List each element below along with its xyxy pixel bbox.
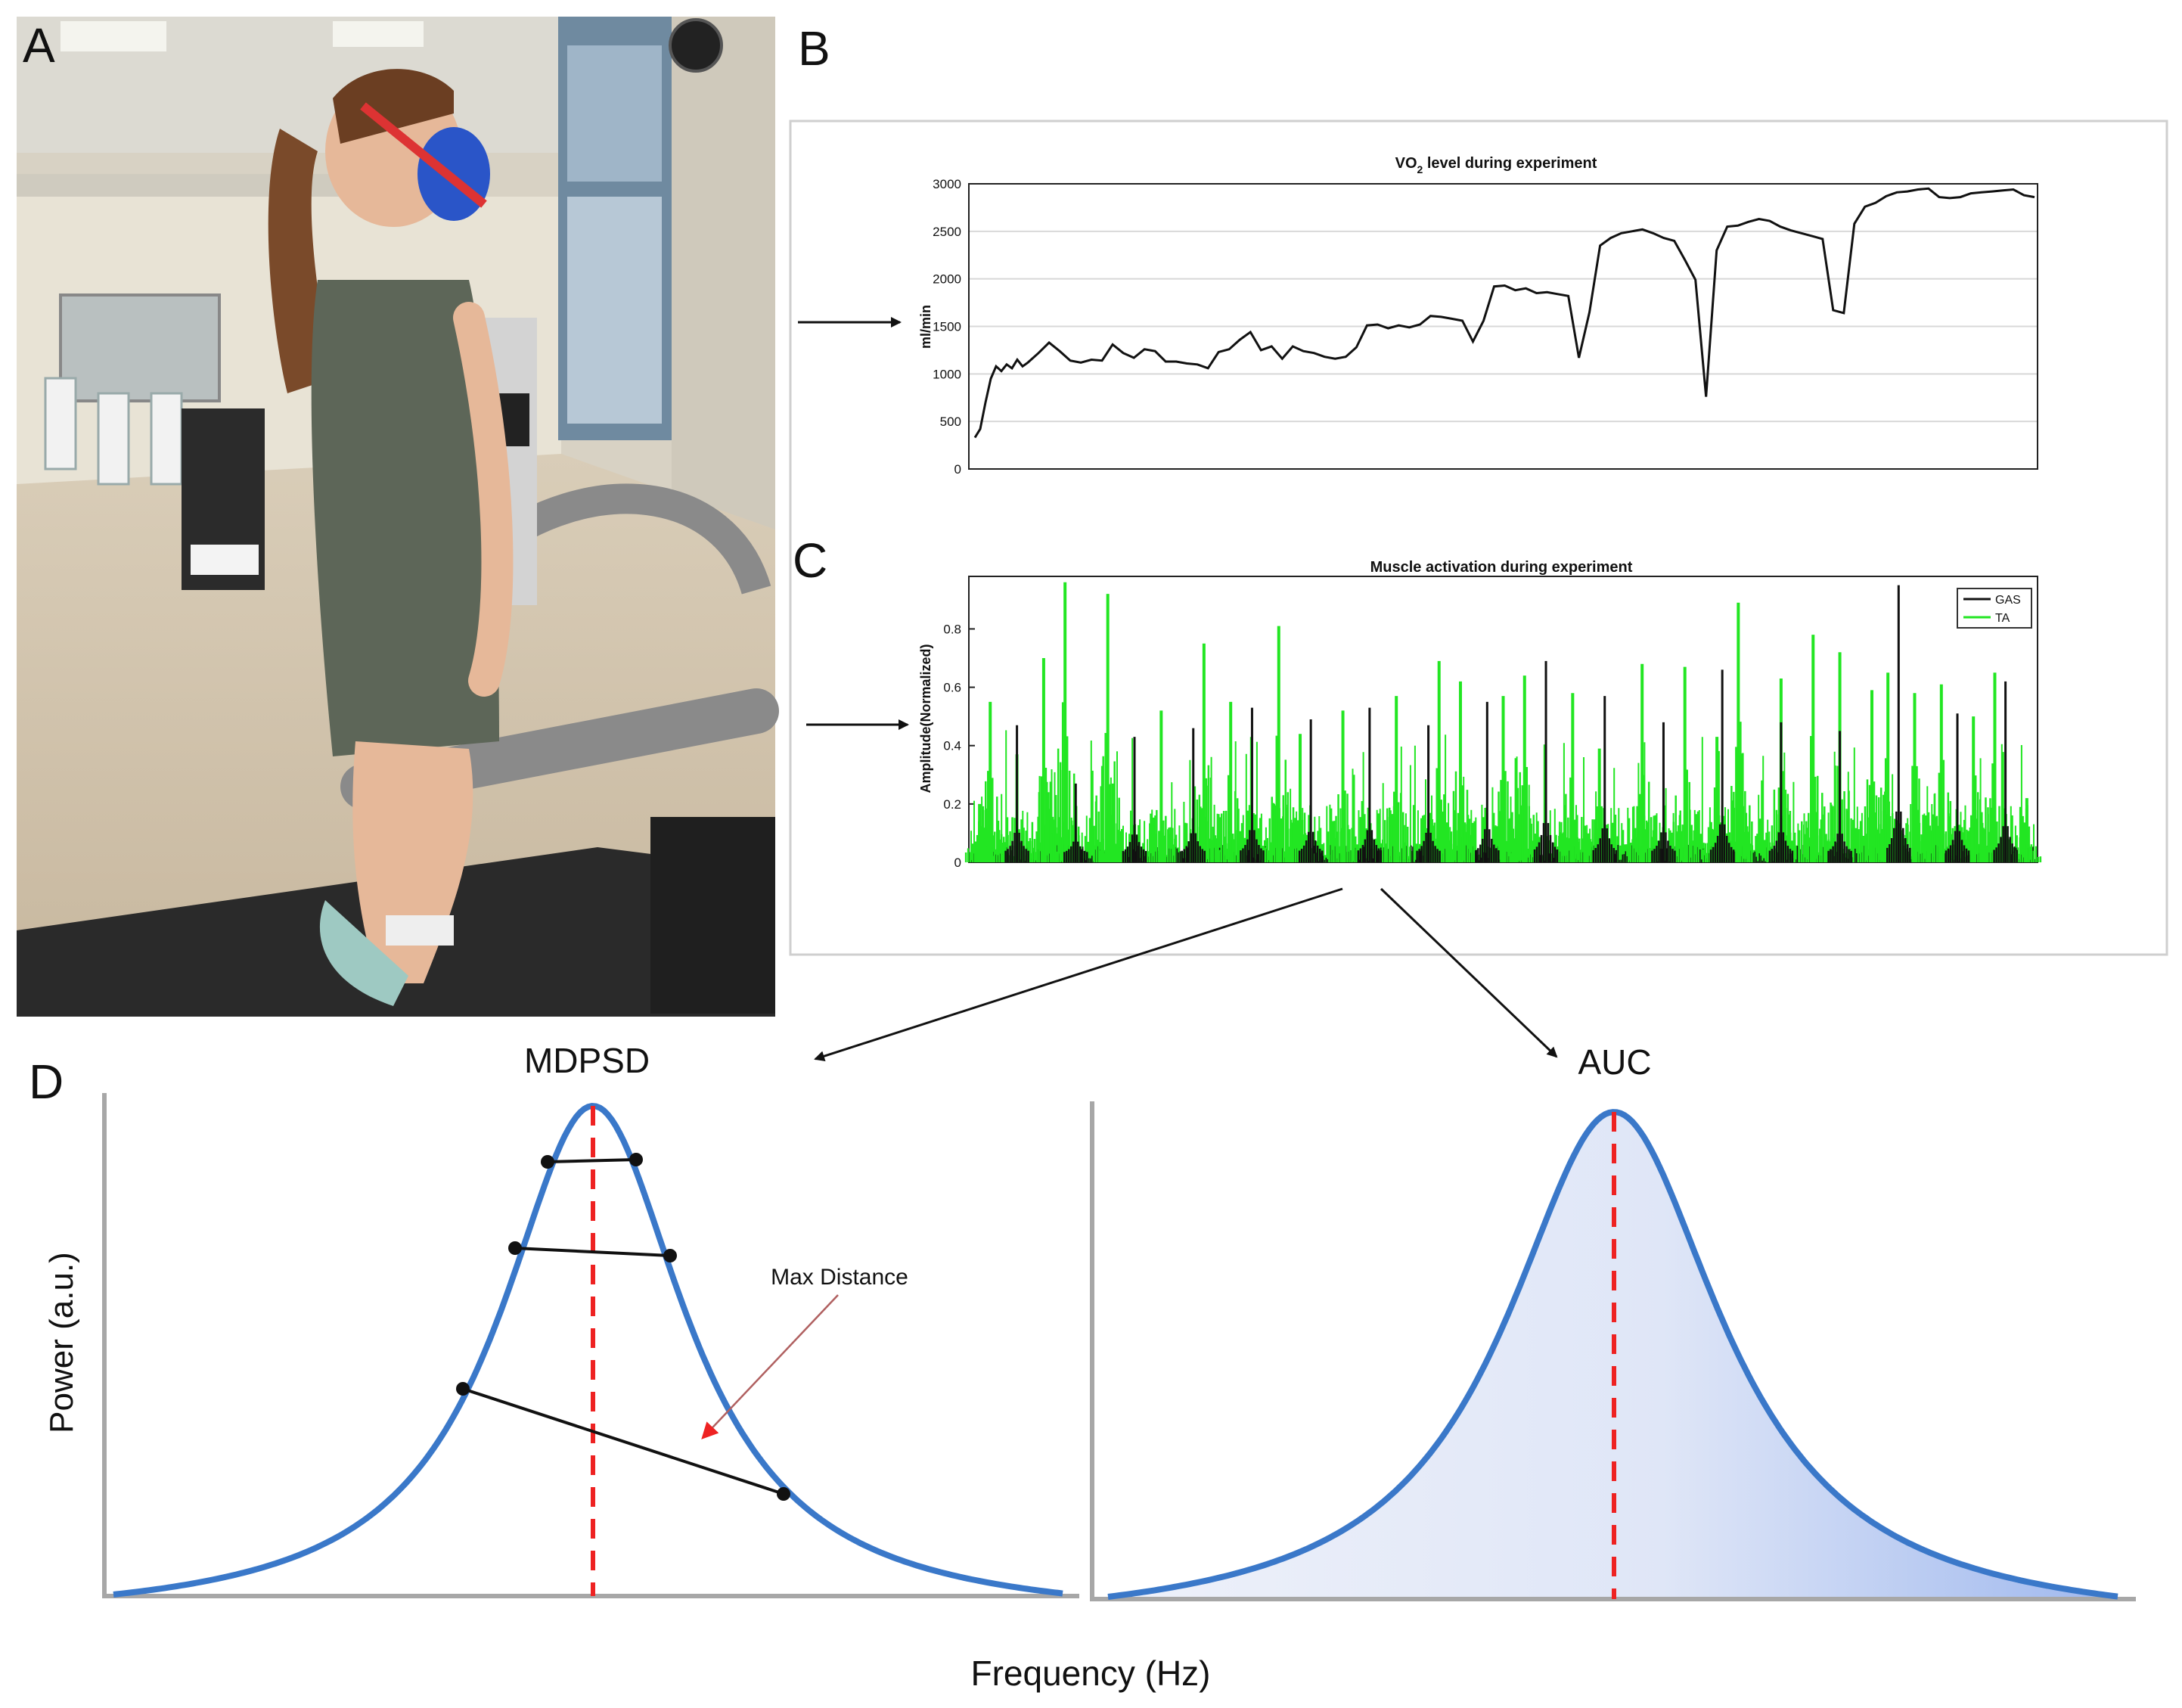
vo2-ytick-label: 1000 bbox=[933, 367, 961, 381]
frequency-xlabel: Frequency (Hz) bbox=[971, 1654, 1211, 1693]
mdpsd-distance-chords bbox=[456, 1153, 790, 1501]
vo2-ytick-label: 1500 bbox=[933, 320, 961, 334]
emg-chart-title: Muscle activation during experiment bbox=[1370, 559, 1633, 576]
legend-ta-label: TA bbox=[1995, 612, 2010, 625]
vo2-ytick-label: 0 bbox=[954, 462, 961, 477]
chord-middle-right-point bbox=[663, 1249, 677, 1262]
chord-middle-left-point bbox=[508, 1241, 522, 1255]
emg-ylabel: Amplitude(Normalized) bbox=[918, 644, 933, 793]
mdpsd-title: MDPSD bbox=[524, 1041, 650, 1080]
power-ylabel: Power (a.u.) bbox=[43, 1252, 80, 1433]
emg-ytick-label: 0.2 bbox=[943, 797, 961, 812]
vo2-ytick-label: 500 bbox=[940, 415, 961, 429]
emg-legend: GAS TA bbox=[1957, 588, 2032, 629]
emg-ytick-label: 0 bbox=[954, 856, 961, 870]
chord-top bbox=[547, 1158, 637, 1163]
mdpsd-psd-curve bbox=[113, 1102, 1063, 1598]
vo2-plot-area bbox=[968, 183, 2038, 470]
panel-label-a: A bbox=[23, 18, 55, 73]
chord-top-right-point bbox=[629, 1153, 643, 1166]
legend-gas-label: GAS bbox=[1995, 594, 2021, 607]
chord-middle bbox=[514, 1247, 671, 1257]
panel-label-c: C bbox=[793, 533, 827, 588]
emg-ytick-label: 0.8 bbox=[943, 622, 961, 636]
chord-max bbox=[462, 1387, 784, 1495]
emg-ytick-label: 0.6 bbox=[943, 681, 961, 695]
vo2-ytick-label: 2500 bbox=[933, 225, 961, 239]
lab-photo bbox=[17, 17, 779, 1017]
max-distance-annotation: Max Distance bbox=[771, 1265, 908, 1290]
vo2-ylabel: ml/min bbox=[918, 305, 933, 349]
vo2-series-line bbox=[973, 187, 2035, 439]
vo2-chart: VO2 level during experiment 0 500 1000 1500… bbox=[918, 155, 2038, 477]
arrow-to-mdpsd bbox=[814, 887, 1343, 1061]
panel-label-b: B bbox=[798, 21, 830, 76]
auc-title: AUC bbox=[1578, 1042, 1651, 1082]
emg-ytick-label: 0.4 bbox=[943, 739, 961, 753]
bc-frame bbox=[789, 120, 2168, 956]
max-distance-arrow bbox=[701, 1294, 839, 1439]
vo2-chart-title: VO2 level during experiment bbox=[1395, 155, 1597, 175]
vo2-ytick-label: 3000 bbox=[933, 177, 961, 191]
panel-label-d: D bbox=[29, 1054, 64, 1109]
arrow-to-auc bbox=[1380, 887, 1558, 1058]
emg-chart: Muscle activation during experiment 0 0.2… bbox=[918, 559, 2042, 870]
vo2-ytick-label: 2000 bbox=[933, 272, 961, 287]
auc-shaded-area bbox=[1108, 1112, 2118, 1597]
chord-top-left-point bbox=[541, 1155, 554, 1169]
chord-max-left-point bbox=[456, 1382, 470, 1396]
chord-max-right-point bbox=[777, 1487, 790, 1501]
